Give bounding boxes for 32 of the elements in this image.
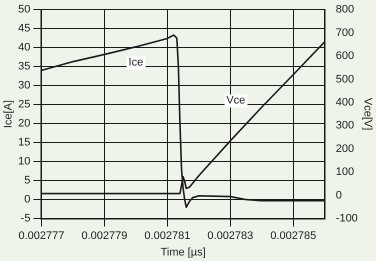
x-tick-label: 0.002777 [18,230,64,242]
y2-tick-label: 800 [336,4,354,16]
y-tick-label: 15 [18,136,30,149]
y-tick-label: 10 [18,156,30,168]
x-axis-title: Time [µs] [160,246,206,258]
y2-tick-label: 400 [336,96,354,109]
x-tick-label: 0.002781 [144,230,190,242]
x-tick-label: 0.002779 [81,230,128,242]
y-tick-label: 35 [18,60,30,73]
y-tick-label: 45 [18,22,30,35]
y-tick-label: 40 [18,42,30,54]
y-tick-label: -5 [20,212,30,225]
y2-tick-label: 500 [336,73,354,86]
y-tick-label: 50 [18,4,30,16]
y2-tick-label: 0 [336,189,342,202]
y-tick-label: 30 [18,80,30,92]
y-axis-title: Ice[A] [2,100,15,128]
y-tick-label: 5 [24,174,30,187]
series-label: Vce [224,94,248,108]
y2-tick-label: 600 [336,50,354,62]
y-tick-label: 20 [18,118,30,130]
series-label: Ice [126,56,146,70]
y-tick-label: 0 [24,194,30,206]
y2-axis-title: Vce[V] [361,98,374,130]
y2-tick-label: -100 [336,212,358,225]
y2-tick-label: 100 [336,166,354,178]
y-tick-label: 25 [18,98,30,111]
y2-tick-label: 200 [336,142,354,155]
y2-tick-label: 700 [336,26,354,39]
y2-tick-label: 300 [336,120,354,132]
x-tick-label: 0.002785 [270,230,316,242]
x-tick-label: 0.002783 [207,230,254,242]
